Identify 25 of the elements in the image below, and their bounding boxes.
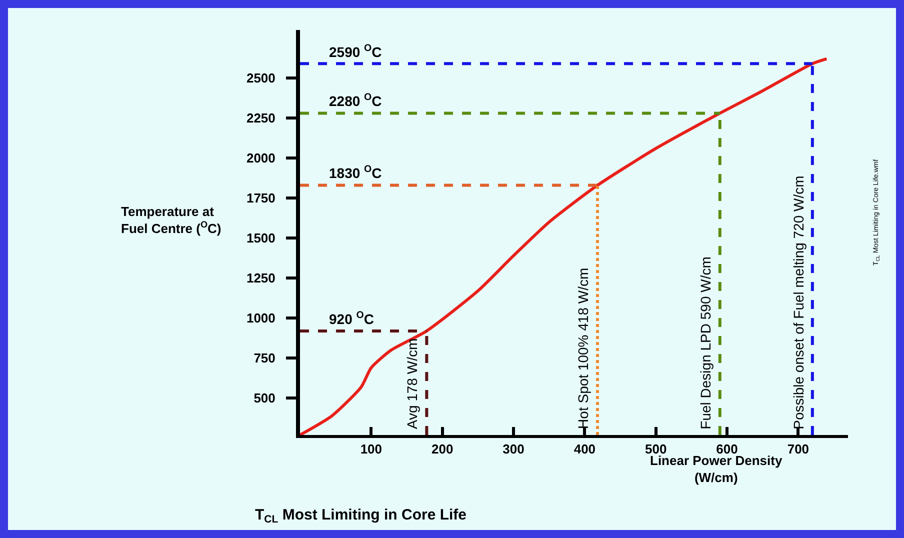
x-tick-label: 700 [787, 442, 810, 457]
y-tick-label: 1250 [246, 270, 276, 286]
ref-line-label: 1830 $^{O}$C [329, 164, 382, 181]
ref-line-label: Hot Spot 100% 418 W/cm [575, 268, 592, 429]
y-tick-label: 1750 [246, 190, 276, 206]
y-tick-label: 2500 [246, 70, 276, 86]
y-axis-title: Temperature at Fuel Centre ($^{O}$C) [121, 204, 222, 236]
x-tick-label: 200 [431, 442, 454, 457]
x-tick-label: 300 [502, 442, 524, 457]
line-series [300, 57, 828, 435]
y-tick-label: 1000 [246, 310, 276, 326]
ref-line-label: Avg 178 W/cm [404, 338, 420, 430]
ref-line-label: 2280 $^{O}$C [329, 92, 382, 109]
y-tick-label: 500 [254, 390, 276, 406]
ref-line-label: 920 $^{O}$C [329, 310, 374, 327]
y-tick-label: 1500 [246, 230, 276, 246]
ref-line-label: Possible onset of Fuel melting 720 W/cm [790, 176, 806, 430]
y-tick-label: 750 [254, 350, 276, 366]
ref-line-label: Fuel Design LPD 590 W/cm [697, 256, 714, 430]
text: T$_{CL}$ Most Limiting in Core Life [255, 506, 466, 526]
x-tick-label: 400 [574, 442, 596, 457]
x-tick-label: 100 [360, 442, 382, 457]
y-tick-label: 2250 [246, 110, 276, 126]
y-tick-label: 2000 [246, 150, 276, 166]
ref-line-label: 2590 $^{O}$C [329, 43, 382, 60]
